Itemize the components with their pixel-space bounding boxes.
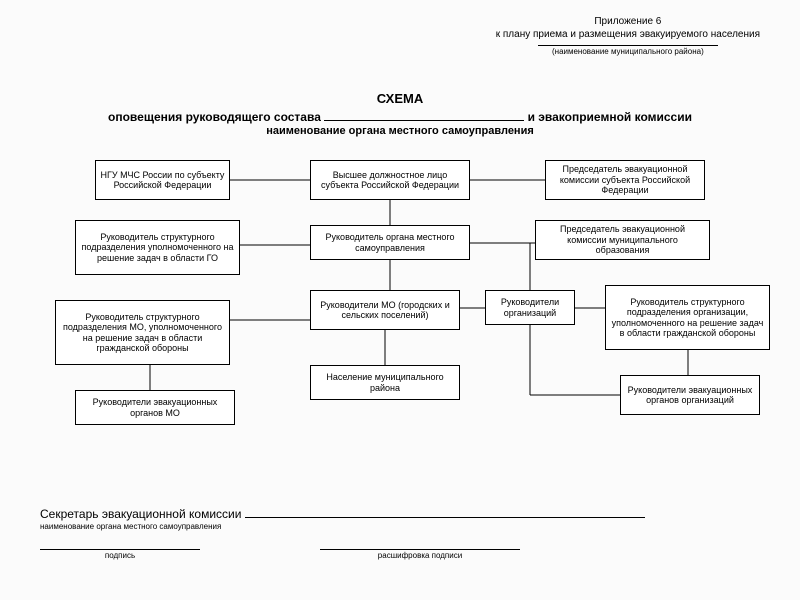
blank-line-municipality [538, 45, 718, 46]
node-mo-struct-head: Руководитель структурного подразделения … [55, 300, 230, 365]
node-org-evac-heads: Руководители эвакуационных органов орган… [620, 375, 760, 415]
node-top-official: Высшее должностное лицо субъекта Российс… [310, 160, 470, 200]
blank-caption-municipality: (наименование муниципального района) [496, 47, 760, 57]
secretary-caption: наименование органа местного самоуправле… [40, 522, 760, 531]
node-struct-head-go: Руководитель структурного подразделения … [75, 220, 240, 275]
title-after: и эвакоприемной комиссии [528, 110, 692, 124]
node-org-heads: Руководители организаций [485, 290, 575, 325]
signature-line-1 [40, 549, 200, 550]
node-ngu-mchs: НГУ МЧС России по субъекту Российской Фе… [95, 160, 230, 200]
secretary-blank [245, 517, 645, 518]
title-before: оповещения руководящего состава [108, 110, 321, 124]
node-evac-chair-subject: Председатель эвакуационной комиссии субъ… [545, 160, 705, 200]
node-org-struct-head: Руководитель структурного подразделения … [605, 285, 770, 350]
secretary-line: Секретарь эвакуационной комиссии [40, 507, 760, 521]
title-block: СХЕМА оповещения руководящего состава и … [0, 90, 800, 137]
title-blank [324, 120, 524, 121]
title-word: СХЕМА [377, 91, 423, 106]
appendix-header: Приложение 6 к плану приема и размещения… [496, 15, 760, 57]
signature-line-2 [320, 549, 520, 550]
node-mo-evac-heads: Руководители эвакуационных органов МО [75, 390, 235, 425]
footer-block: Секретарь эвакуационной комиссии наимено… [40, 507, 760, 560]
signature-cell-1: подпись [40, 549, 200, 560]
secretary-label: Секретарь эвакуационной комиссии [40, 507, 241, 521]
title-sub: наименование органа местного самоуправле… [0, 125, 800, 137]
signature-label-2: расшифровка подписи [320, 551, 520, 560]
signature-row: подпись расшифровка подписи [40, 549, 760, 560]
node-population: Население муниципального района [310, 365, 460, 400]
node-evac-chair-municipal: Председатель эвакуационной комиссии муни… [535, 220, 710, 260]
node-mo-heads: Руководители МО (городских и сельских по… [310, 290, 460, 330]
appendix-number: Приложение 6 [496, 15, 760, 28]
title-line2: оповещения руководящего состава и эвакоп… [0, 110, 800, 124]
node-local-gov-head: Руководитель органа местного самоуправле… [310, 225, 470, 260]
signature-cell-2: расшифровка подписи [320, 549, 520, 560]
signature-label-1: подпись [40, 551, 200, 560]
plan-line: к плану приема и размещения эвакуируемог… [496, 28, 760, 41]
